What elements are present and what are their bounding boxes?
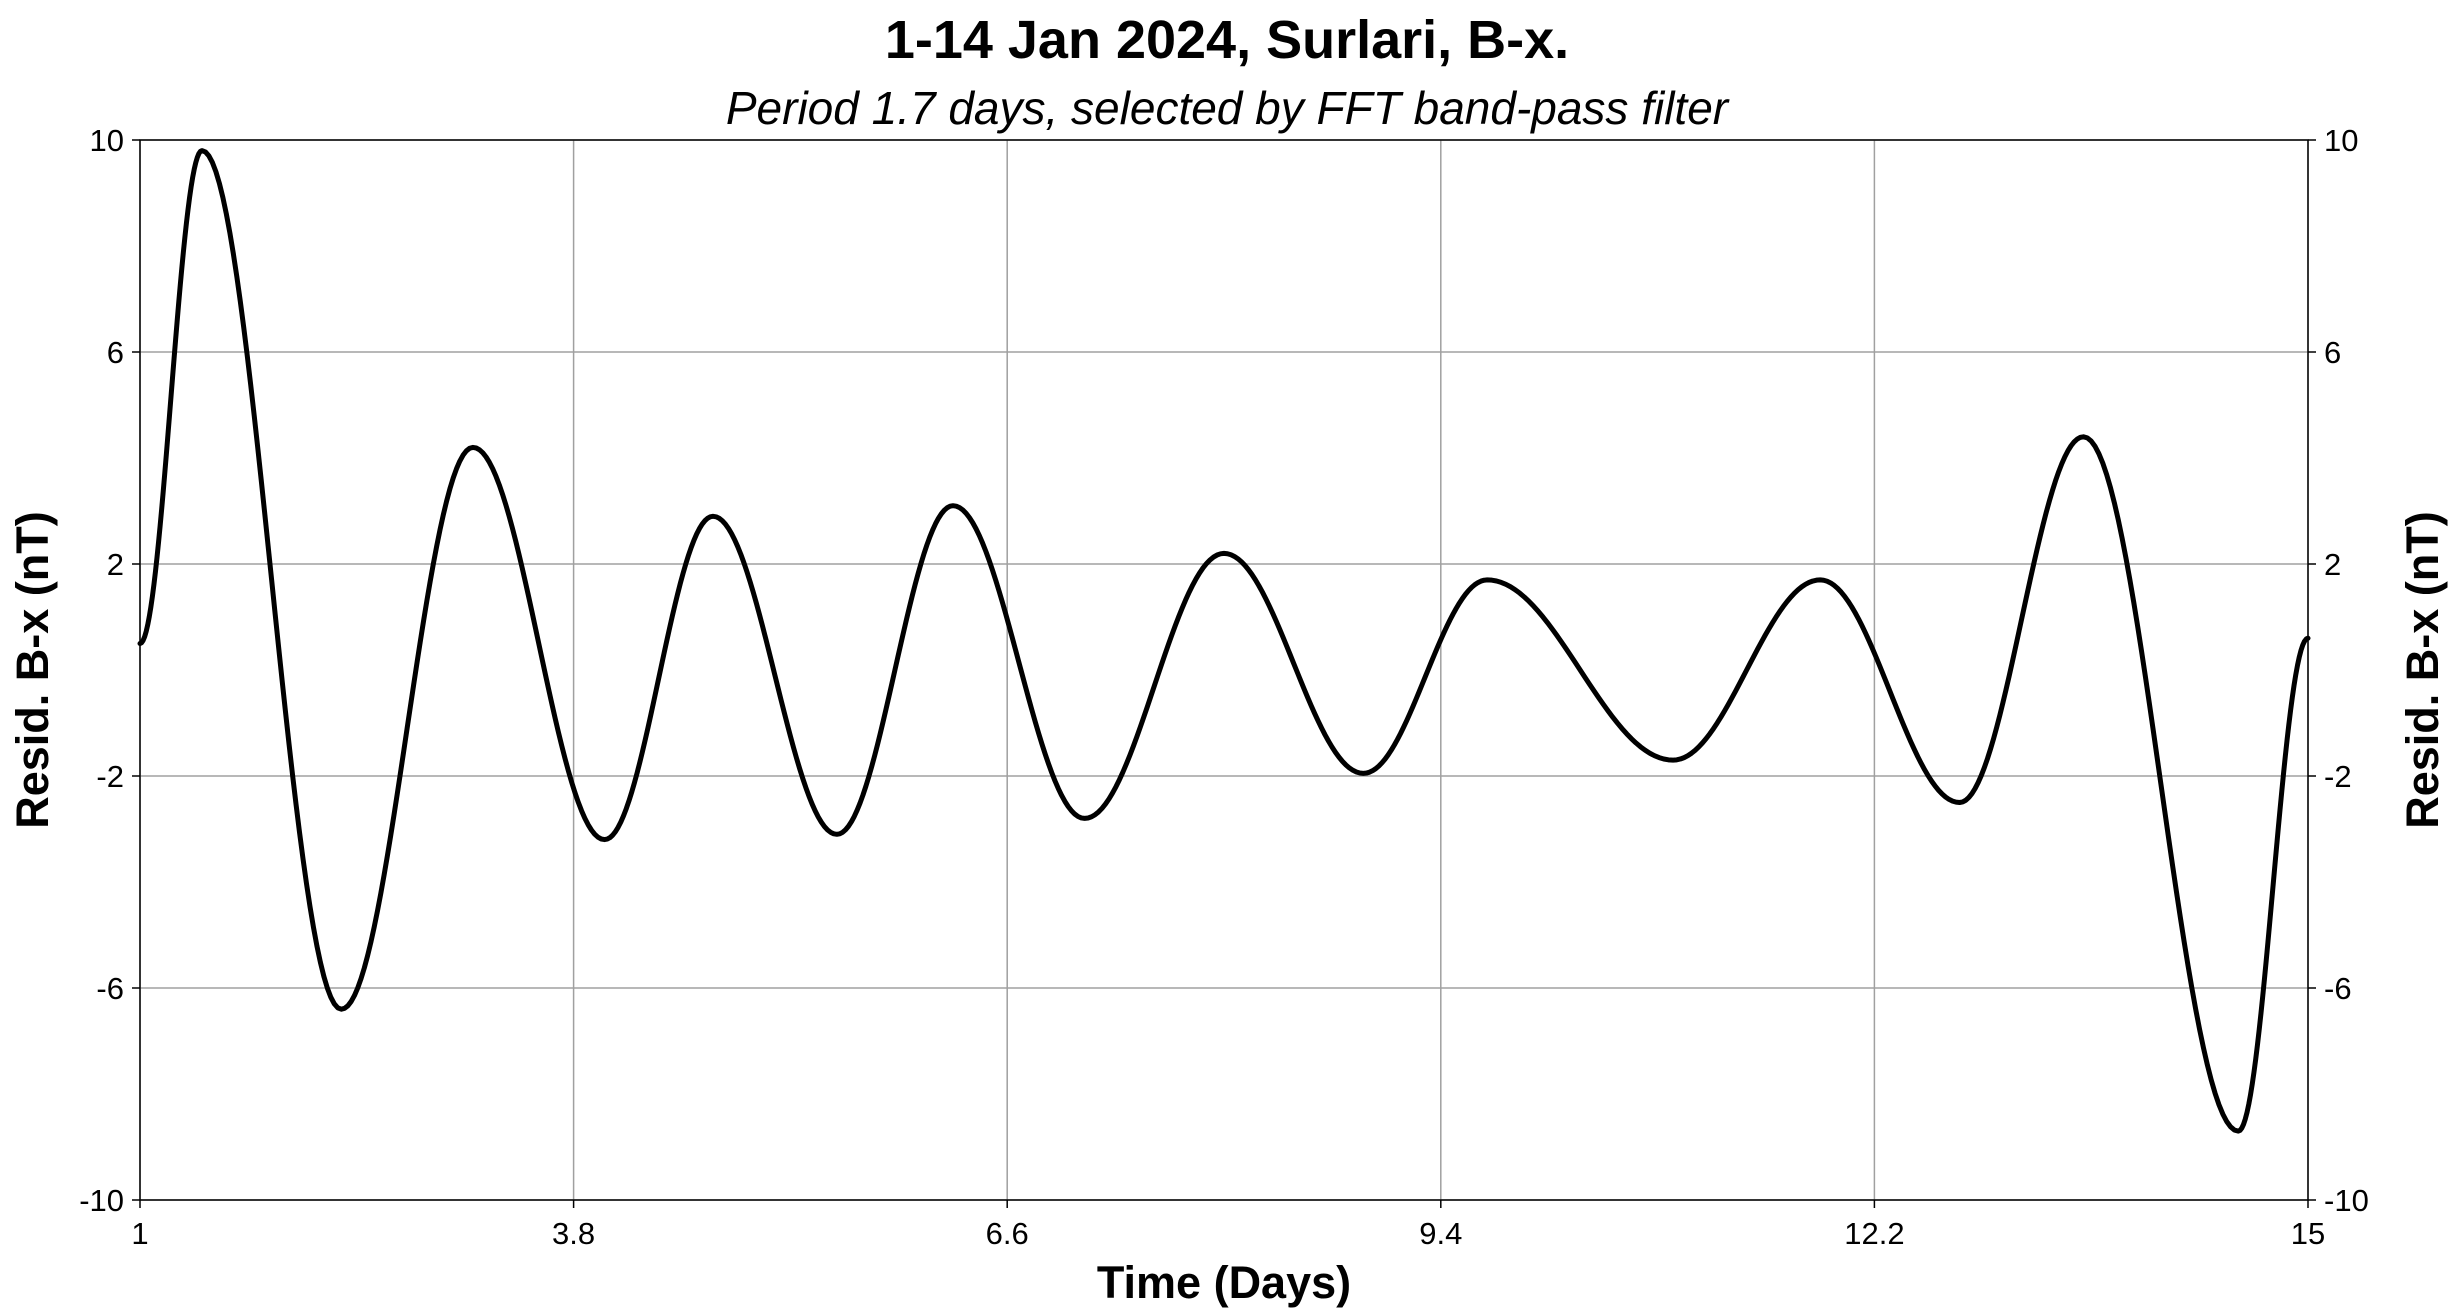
grid	[139, 139, 2309, 1201]
ticks: 1 3.8 6.6 9.4 12.2 15 10 10 6 6 2 2 -2 -2 -6 -6 -10 -10	[79, 123, 2369, 1251]
y-tick-label-right: -6	[2324, 971, 2352, 1006]
x-axis-label: Time (Days)	[1097, 1257, 1351, 1308]
y-tick-label-left: 2	[107, 547, 124, 582]
x-tick-label: 12.2	[1844, 1216, 1904, 1251]
y-tick-label-right: 6	[2324, 335, 2341, 370]
series-line-0	[137, 148, 2311, 1134]
x-tick-label: 15	[2291, 1216, 2325, 1251]
y-tick-label-right: 2	[2324, 547, 2341, 582]
x-tick-label: 1	[131, 1216, 148, 1251]
x-tick-label: 6.6	[986, 1216, 1029, 1251]
y-tick-label-left: 6	[107, 335, 124, 370]
y-tick-label-left: -10	[79, 1183, 124, 1218]
y-tick-label-left: 10	[90, 123, 124, 158]
chart-subtitle: Period 1.7 days, selected by FFT band-pa…	[726, 82, 1730, 134]
y-tick-label-right: -2	[2324, 759, 2352, 794]
y-tick-label-right: -10	[2324, 1183, 2369, 1218]
series-group	[137, 148, 2311, 1134]
plot-frame	[139, 139, 2309, 1201]
y-tick-label-left: -6	[96, 971, 124, 1006]
chart-title: 1-14 Jan 2024, Surlari, B-x.	[885, 10, 1569, 70]
x-tick-label: 3.8	[552, 1216, 595, 1251]
y-tick-label-right: 10	[2324, 123, 2358, 158]
y-axis-label-left: Resid. B-x (nT)	[7, 511, 58, 829]
y-axis-label-right: Resid. B-x (nT)	[2397, 511, 2448, 829]
x-tick-label: 9.4	[1419, 1216, 1462, 1251]
y-tick-label-left: -2	[96, 759, 124, 794]
